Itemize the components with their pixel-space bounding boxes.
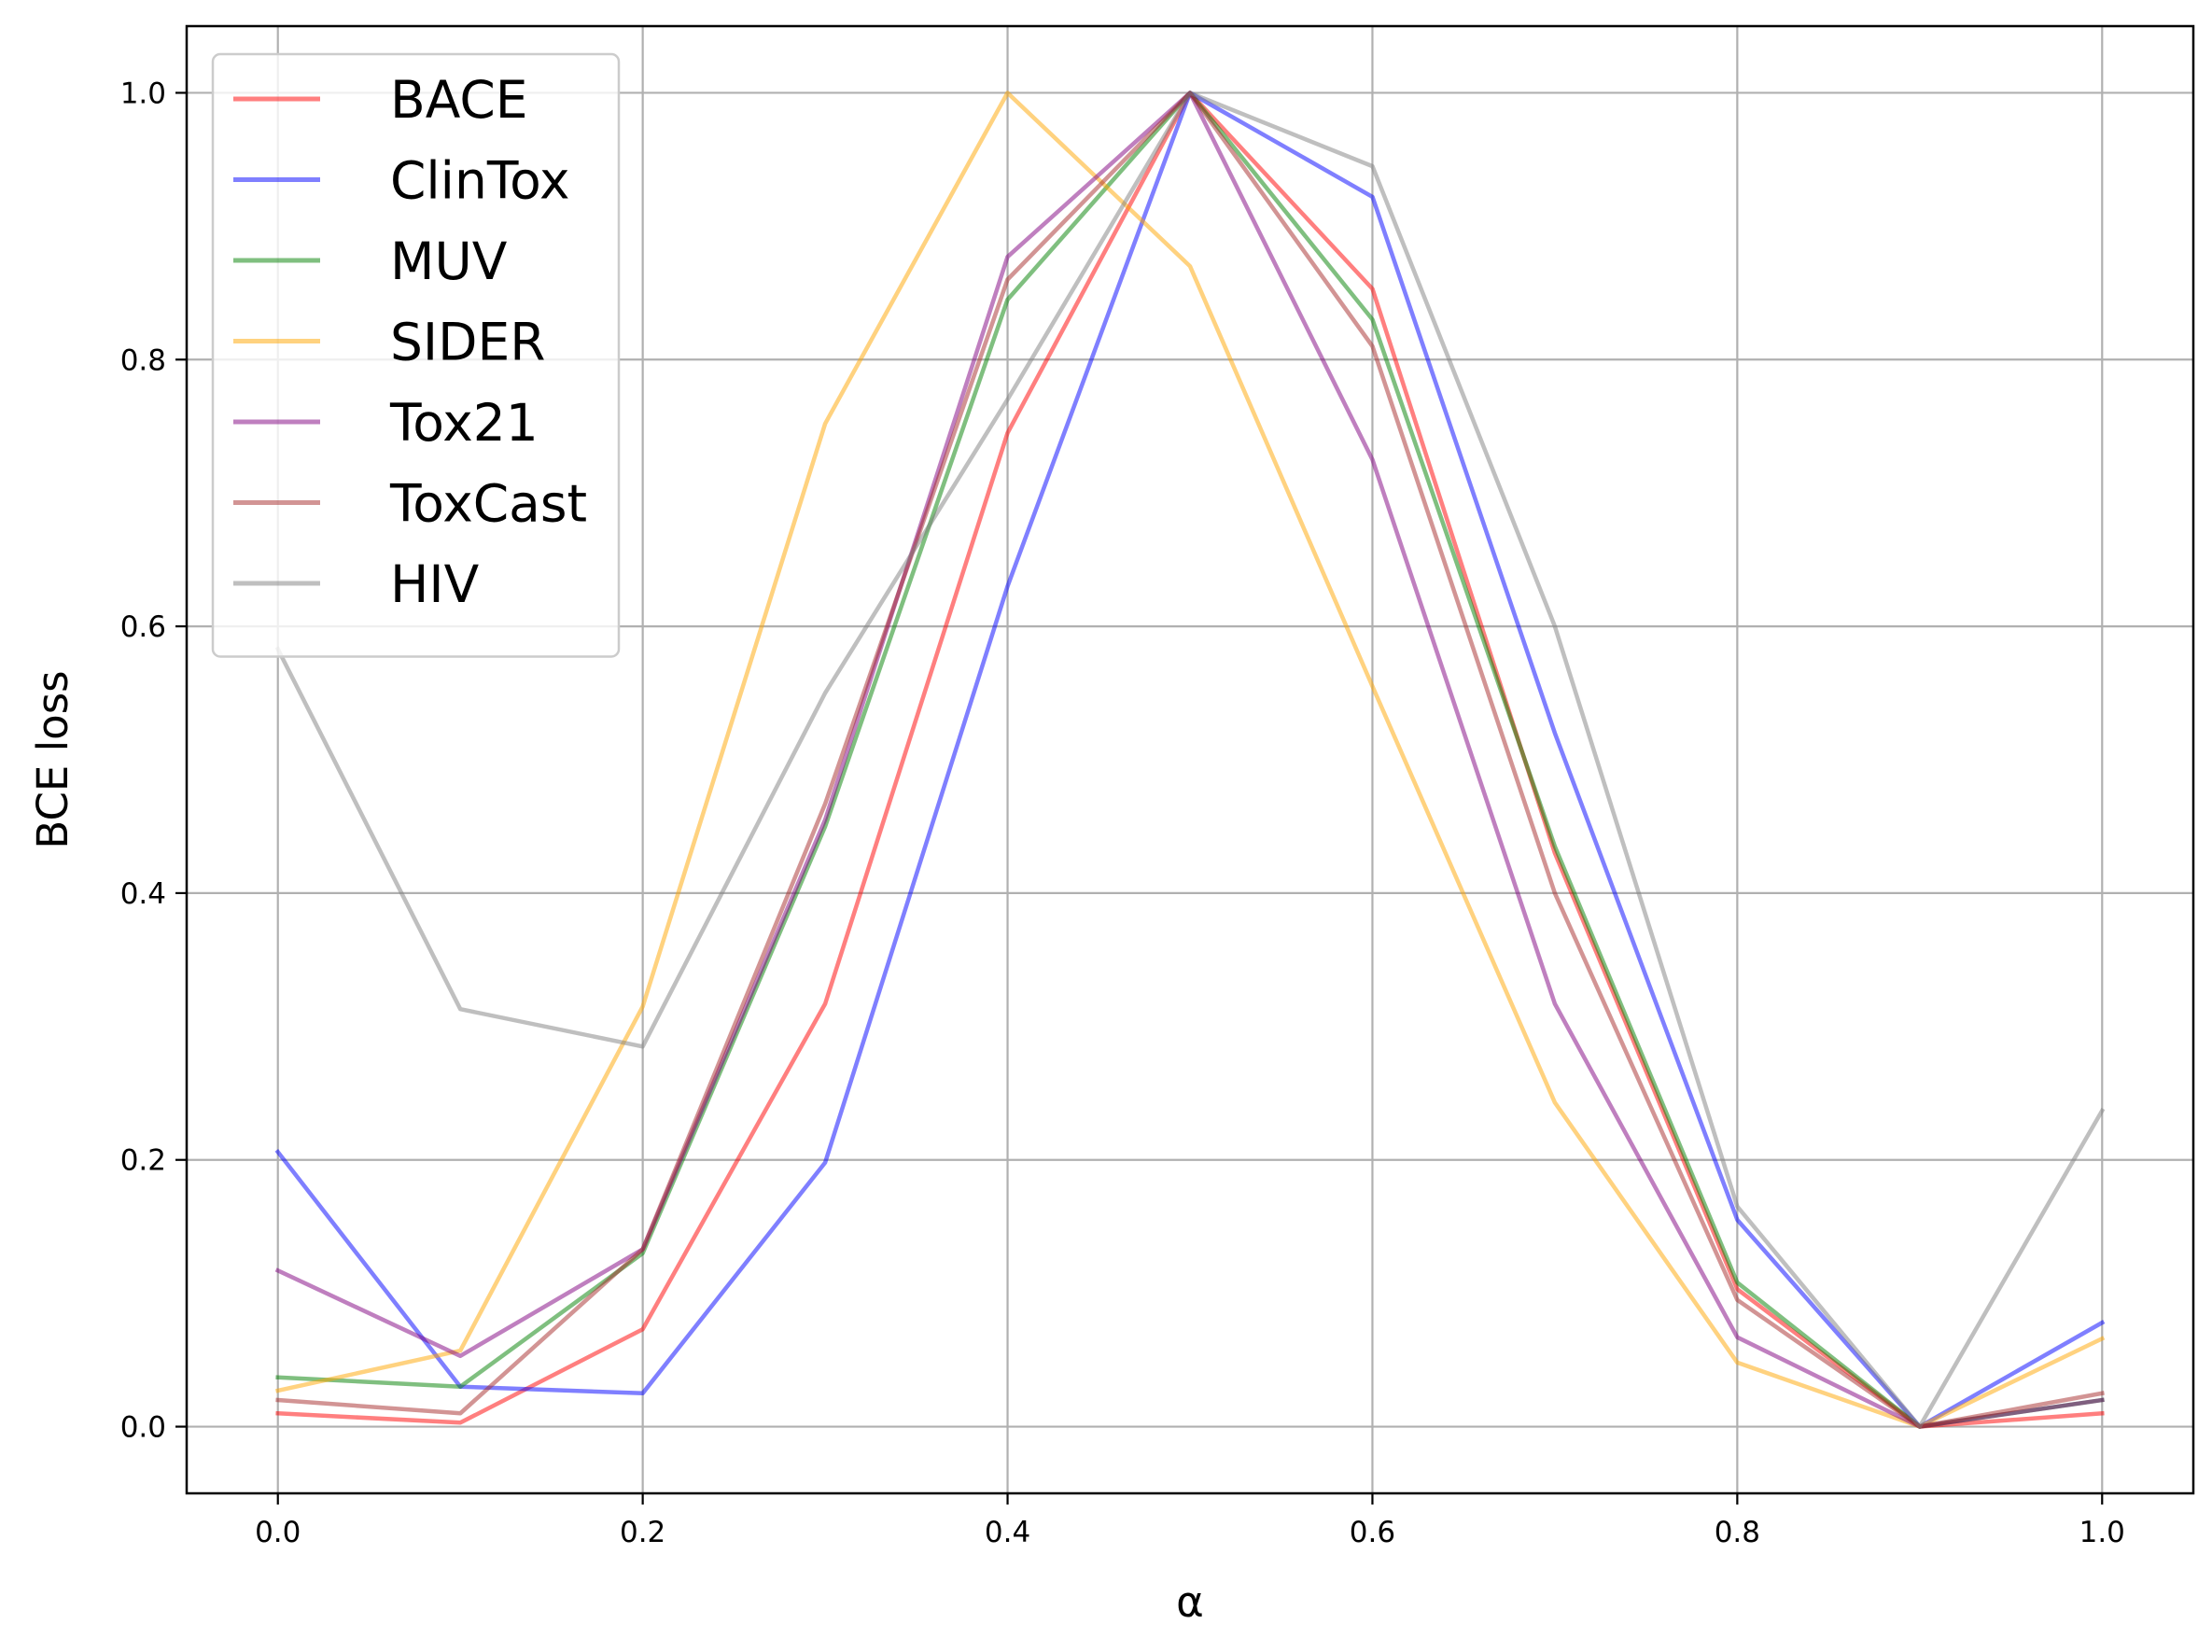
x-axis-label: α xyxy=(1176,1577,1204,1627)
x-tick-label: 0.0 xyxy=(255,1516,301,1549)
y-tick-label: 0.2 xyxy=(120,1144,166,1178)
x-tick-label: 0.8 xyxy=(1715,1516,1760,1549)
legend-label-bace: BACE xyxy=(390,70,528,130)
x-tick-label: 0.6 xyxy=(1350,1516,1395,1549)
legend-label-clintox: ClinTox xyxy=(390,151,570,211)
y-axis-ticks: 0.0 0.2 0.4 0.6 0.8 1.0 xyxy=(120,77,187,1445)
x-tick-label: 0.4 xyxy=(985,1516,1030,1549)
grid-lines xyxy=(187,26,2193,1493)
y-tick-label: 1.0 xyxy=(120,77,166,110)
legend-label-hiv: HIV xyxy=(390,554,480,614)
legend-label-tox21: Tox21 xyxy=(389,393,539,453)
series-lines xyxy=(274,91,2106,1429)
x-tick-label: 0.2 xyxy=(620,1516,665,1549)
y-axis-label: BCE loss xyxy=(28,670,77,848)
legend-label-muv: MUV xyxy=(390,231,508,291)
legend: BACE ClinTox MUV SIDER Tox21 ToxCast HIV xyxy=(211,52,621,658)
y-tick-label: 0.4 xyxy=(120,877,166,911)
legend-box xyxy=(211,52,621,658)
x-axis-ticks: 0.0 0.2 0.4 0.6 0.8 1.0 xyxy=(255,1493,2125,1549)
series-line-hiv xyxy=(274,91,2106,1429)
y-tick-label: 0.0 xyxy=(120,1411,166,1445)
plot-frame xyxy=(185,24,2195,1495)
legend-label-sider: SIDER xyxy=(390,313,545,372)
x-tick-label: 1.0 xyxy=(2079,1516,2125,1549)
series-line-sider xyxy=(275,91,2106,1429)
legend-label-toxcast: ToxCast xyxy=(389,474,587,534)
y-tick-label: 0.6 xyxy=(120,610,166,644)
y-tick-label: 0.8 xyxy=(120,343,166,377)
